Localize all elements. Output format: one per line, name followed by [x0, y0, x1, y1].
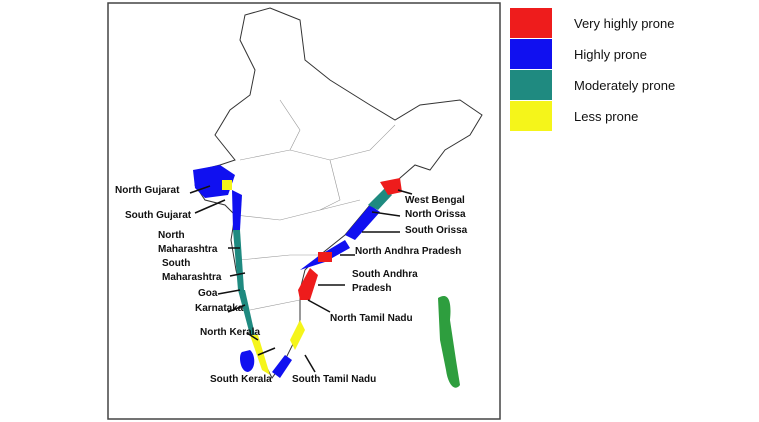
region-label: Maharashtra — [162, 272, 222, 283]
region-label: South Andhra — [352, 269, 418, 280]
region-label: North Andhra Pradesh — [355, 246, 461, 257]
legend-label: Very highly prone — [574, 16, 674, 31]
region-label: South Tamil Nadu — [292, 374, 376, 385]
state-borders — [234, 99, 396, 311]
legend-swatch — [510, 101, 552, 131]
region-label: North Tamil Nadu — [330, 313, 413, 324]
region-label: North Gujarat — [115, 185, 180, 196]
coastal-zones — [193, 165, 460, 388]
region-label: West Bengal — [405, 195, 465, 206]
region-label: North — [158, 230, 185, 241]
region-label: Goa — [198, 288, 218, 299]
region-label: South Gujarat — [125, 210, 192, 221]
legend-swatch — [510, 39, 552, 69]
legend-label: Moderately prone — [574, 78, 675, 93]
legend-swatch — [510, 70, 552, 100]
region-label: South — [162, 258, 190, 269]
region-label: North Kerala — [200, 327, 260, 338]
region-label: South Orissa — [405, 225, 468, 236]
legend-label: Highly prone — [574, 47, 647, 62]
legend-label: Less prone — [574, 109, 638, 124]
region-label: Karnataka — [195, 303, 244, 314]
region-label: Maharashtra — [158, 244, 218, 255]
region-label: North Orissa — [405, 209, 466, 220]
leader-lines — [189, 185, 413, 373]
region-label: South Kerala — [210, 374, 272, 385]
legend-swatch — [510, 8, 552, 38]
region-label: Pradesh — [352, 283, 391, 294]
